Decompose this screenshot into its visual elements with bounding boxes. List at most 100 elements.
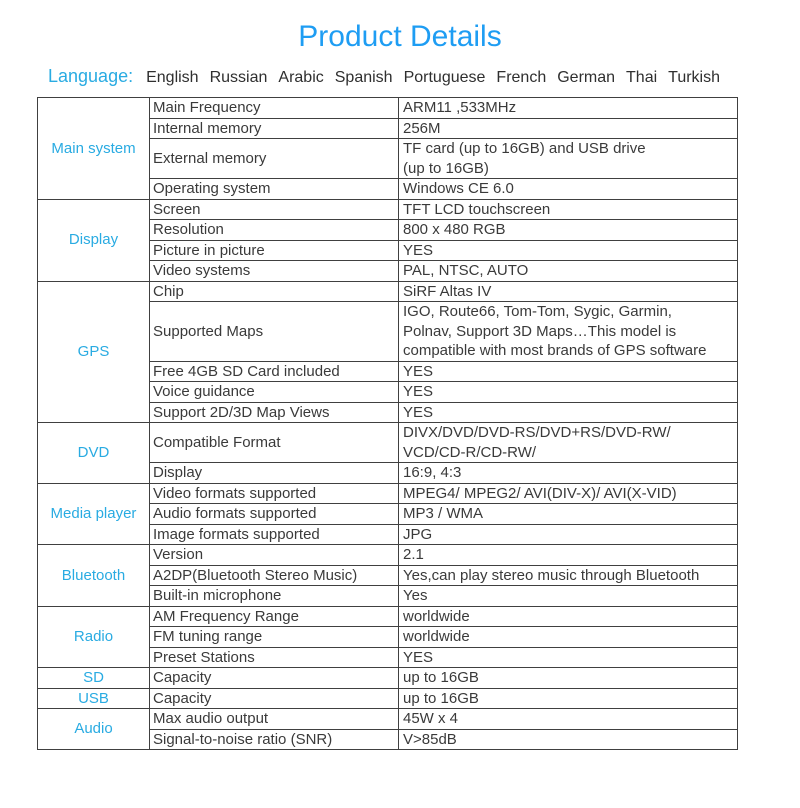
spec-name-cell: AM Frequency Range xyxy=(149,605,399,627)
spec-value-cell: YES xyxy=(398,646,738,668)
spec-name-cell: Compatible Format xyxy=(149,422,399,463)
category-cell: GPS xyxy=(37,280,150,423)
spec-value-cell: PAL, NTSC, AUTO xyxy=(398,260,738,282)
category-cell: Main system xyxy=(37,97,150,200)
spec-row: Audio Max audio output 45W x 4 xyxy=(37,708,738,750)
spec-row: Bluetooth Version 2.1 xyxy=(37,544,738,607)
spec-name-cell: Version xyxy=(149,544,399,566)
spec-value-cell: DIVX/DVD/DVD-RS/DVD+RS/DVD-RW/ VCD/CD-R/… xyxy=(398,422,738,463)
spec-value-cell: TF card (up to 16GB) and USB drive (up t… xyxy=(398,138,738,179)
spec-value-cell: ARM11 ,533MHz xyxy=(398,97,738,119)
spec-value-cell: 45W x 4 xyxy=(398,708,738,730)
spec-table: Main system Main Frequency ARM11 ,533MHz In… xyxy=(37,97,738,750)
spec-value-cell: up to 16GB xyxy=(398,667,738,689)
spec-name-cell: Operating system xyxy=(149,178,399,200)
language-option: Russian xyxy=(209,69,268,86)
spec-name-cell: Chip xyxy=(149,280,399,302)
spec-row: Media player Video formats supported MPEG4… xyxy=(37,482,738,545)
spec-row: Preset Stations YES xyxy=(38,646,738,668)
spec-row: Supported Maps IGO, Route66, Tom-Tom, Syg… xyxy=(38,301,738,362)
language-option: Turkish xyxy=(668,69,720,86)
language-list: English Russian Arabic Spanish Portuguese Fre… xyxy=(146,69,720,87)
spec-value-cell: Yes,can play stereo music through Blueto… xyxy=(398,564,738,586)
spec-table-body: Main system Main Frequency ARM11 ,533MHz In… xyxy=(37,97,738,750)
spec-value-cell: 800 x 480 RGB xyxy=(398,219,738,241)
spec-value-cell: YES xyxy=(398,381,738,403)
category-cell: Display xyxy=(37,198,150,282)
language-option: English xyxy=(146,69,199,86)
category-cell: SD xyxy=(37,667,150,689)
spec-value-cell: TFT LCD touchscreen xyxy=(398,198,738,220)
spec-name-cell: Main Frequency xyxy=(149,97,399,119)
category-cell: Radio xyxy=(37,605,150,668)
spec-row: Video systems PAL, NTSC, AUTO xyxy=(38,260,738,282)
product-details-page: Product Details Language: English Russian… xyxy=(0,20,800,750)
spec-name-cell: Video systems xyxy=(149,260,399,282)
language-option: Arabic xyxy=(278,69,324,86)
spec-value-cell: up to 16GB xyxy=(398,687,738,709)
spec-name-cell: Max audio output xyxy=(149,708,399,730)
spec-value-cell: worldwide xyxy=(398,605,738,627)
spec-name-cell: Capacity xyxy=(149,687,399,709)
spec-row: SD Capacity up to 16GB xyxy=(37,667,738,689)
language-option: Portuguese xyxy=(403,69,486,86)
spec-row: Voice guidance YES xyxy=(38,381,738,403)
language-option: Spanish xyxy=(334,69,393,86)
spec-value-cell: IGO, Route66, Tom-Tom, Sygic, Garmin, Po… xyxy=(398,301,738,362)
spec-name-cell: Supported Maps xyxy=(149,301,399,362)
spec-row: USB Capacity up to 16GB xyxy=(37,687,738,709)
spec-name-cell: Display xyxy=(149,462,399,484)
spec-name-cell: Support 2D/3D Map Views xyxy=(149,401,399,423)
spec-value-cell: YES xyxy=(398,239,738,261)
spec-row: Display Screen TFT LCD touchscreen xyxy=(37,198,738,282)
spec-name-cell: Capacity xyxy=(149,667,399,689)
spec-name-cell: Resolution xyxy=(149,219,399,241)
spec-value-cell: YES xyxy=(398,401,738,423)
spec-row: Built-in microphone Yes xyxy=(38,585,738,607)
spec-value-cell: JPG xyxy=(398,523,738,545)
spec-row: Radio AM Frequency Range worldwide xyxy=(37,605,738,668)
page-title: Product Details xyxy=(298,20,502,53)
category-cell: Bluetooth xyxy=(37,544,150,607)
language-row: Language: English Russian Arabic Spanish Por… xyxy=(48,66,800,87)
spec-name-cell: FM tuning range xyxy=(149,626,399,648)
spec-name-cell: Screen xyxy=(149,198,399,220)
spec-row: Main system Main Frequency ARM11 ,533MHz xyxy=(37,97,738,200)
spec-name-cell: Voice guidance xyxy=(149,381,399,403)
spec-value-cell: 256M xyxy=(398,117,738,139)
spec-row: Image formats supported JPG xyxy=(38,523,738,545)
language-label: Language: xyxy=(48,66,134,86)
spec-row: Free 4GB SD Card included YES xyxy=(38,360,738,382)
spec-row: Signal-to-noise ratio (SNR) V>85dB xyxy=(38,728,738,750)
spec-row: Support 2D/3D Map Views YES xyxy=(38,401,738,423)
spec-name-cell: Built-in microphone xyxy=(149,585,399,607)
spec-name-cell: Internal memory xyxy=(149,117,399,139)
spec-name-cell: A2DP(Bluetooth Stereo Music) xyxy=(149,564,399,586)
spec-name-cell: Free 4GB SD Card included xyxy=(149,360,399,382)
spec-value-cell: worldwide xyxy=(398,626,738,648)
language-option: German xyxy=(557,69,616,86)
spec-value-cell: Windows CE 6.0 xyxy=(398,178,738,200)
spec-name-cell: Video formats supported xyxy=(149,482,399,504)
language-option: French xyxy=(496,69,547,86)
spec-value-cell: Yes xyxy=(398,585,738,607)
spec-row: GPS Chip SiRF Altas IV xyxy=(37,280,738,423)
spec-name-cell: Audio formats supported xyxy=(149,503,399,525)
category-cell: USB xyxy=(37,687,150,709)
spec-value-cell: MPEG4/ MPEG2/ AVI(DIV-X)/ AVI(X-VID) xyxy=(398,482,738,504)
spec-name-cell: Image formats supported xyxy=(149,523,399,545)
spec-value-cell: SiRF Altas IV xyxy=(398,280,738,302)
spec-value-cell: 2.1 xyxy=(398,544,738,566)
spec-row: External memory TF card (up to 16GB) and … xyxy=(38,138,738,179)
spec-row: DVD Compatible Format DIVX/DVD/DVD-RS/DVD+… xyxy=(37,422,738,484)
spec-value-cell: V>85dB xyxy=(398,728,738,750)
spec-row: Picture in picture YES xyxy=(38,239,738,261)
spec-value-cell: MP3 / WMA xyxy=(398,503,738,525)
category-cell: Media player xyxy=(37,482,150,545)
spec-name-cell: Preset Stations xyxy=(149,646,399,668)
category-cell: DVD xyxy=(37,422,150,484)
spec-name-cell: Picture in picture xyxy=(149,239,399,261)
spec-value-cell: 16:9, 4:3 xyxy=(398,462,738,484)
spec-value-cell: YES xyxy=(398,360,738,382)
spec-name-cell: External memory xyxy=(149,138,399,179)
